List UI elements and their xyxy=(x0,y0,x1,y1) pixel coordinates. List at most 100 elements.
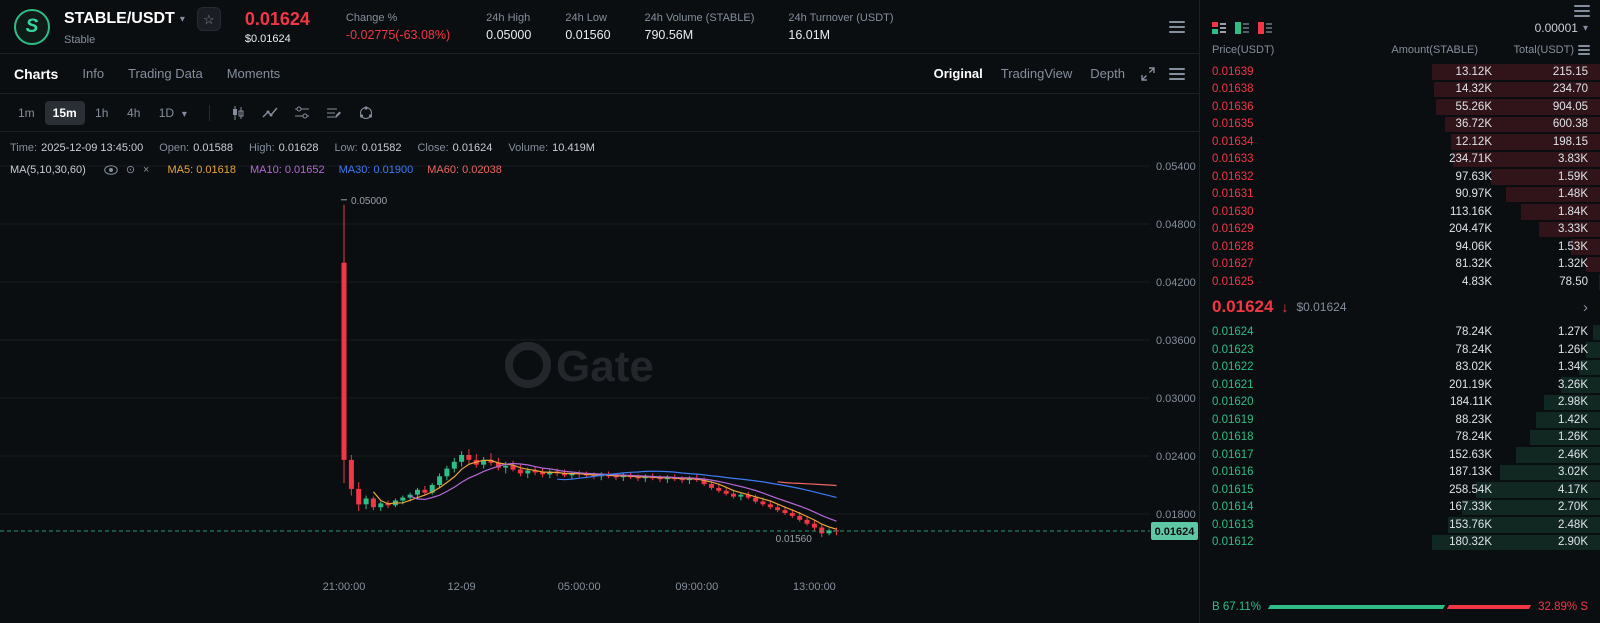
orderbook-bid-row[interactable]: 0.01613 153.76K 2.48K xyxy=(1200,516,1600,534)
interval-1h[interactable]: 1h xyxy=(87,101,117,125)
ask-total: 1.53K xyxy=(1557,240,1588,253)
bid-depth-bar xyxy=(1536,412,1600,428)
book-combined-icon[interactable] xyxy=(1212,21,1226,35)
ask-amount: 12.12K xyxy=(1455,135,1492,148)
mode-tradingview[interactable]: TradingView xyxy=(1000,66,1073,81)
interval-4h[interactable]: 4h xyxy=(119,101,149,125)
bid-price: 0.01614 xyxy=(1212,501,1254,514)
mode-depth[interactable]: Depth xyxy=(1090,66,1125,81)
ask-amount: 90.97K xyxy=(1455,188,1492,201)
ask-price: 0.01632 xyxy=(1212,170,1254,183)
orderbook-ask-row[interactable]: 0.01625 4.83K 78.50 xyxy=(1200,273,1600,291)
book-bids-icon[interactable] xyxy=(1235,21,1249,35)
stat-24h-low: 24h Low 0.01560 xyxy=(565,11,611,42)
mode-original[interactable]: Original xyxy=(933,66,983,81)
ask-total: 198.15 xyxy=(1552,135,1588,148)
orderbook-bid-row[interactable]: 0.01621 201.19K 3.26K xyxy=(1200,376,1600,394)
ask-depth-bar xyxy=(1586,256,1600,272)
line-style-icon[interactable] xyxy=(256,101,284,125)
orderbook-bid-row[interactable]: 0.01623 78.24K 1.26K xyxy=(1200,341,1600,359)
interval-1m[interactable]: 1m xyxy=(10,101,43,125)
price-down-arrow-icon: ↓ xyxy=(1281,299,1289,315)
bid-total: 3.02K xyxy=(1557,466,1588,479)
tab-charts[interactable]: Charts xyxy=(14,65,59,82)
book-asks-icon[interactable] xyxy=(1258,21,1272,35)
close-icon[interactable]: × xyxy=(143,163,150,176)
price-chart-svg[interactable]: 0.05400 0.04800 0.04200 0.03600 0.03000 0.024… xyxy=(0,132,1199,623)
favorite-button[interactable]: ☆ xyxy=(196,7,221,31)
fullscreen-icon[interactable] xyxy=(1141,66,1155,81)
ask-depth-bar xyxy=(1490,169,1600,185)
orderbook-ask-row[interactable]: 0.01632 97.63K 1.59K xyxy=(1200,168,1600,186)
chart-settings-icon[interactable] xyxy=(352,101,380,125)
ma-legend-row: MA(5,10,30,60) ⊙ × MA5: 0.01618 MA10: 0.0… xyxy=(10,163,595,177)
orderbook-ask-row[interactable]: 0.01630 113.16K 1.84K xyxy=(1200,203,1600,221)
ma-config-icon[interactable]: ⊙ xyxy=(125,164,136,176)
orderbook-ask-row[interactable]: 0.01634 12.12K 198.15 xyxy=(1200,133,1600,151)
orderbook-bid-row[interactable]: 0.01616 187.13K 3.02K xyxy=(1200,464,1600,482)
pair-header: S STABLE/USDT ▾ ☆ Stable 0.01624 $0.0162… xyxy=(0,0,1199,54)
bid-price: 0.01624 xyxy=(1212,326,1254,339)
ohlc-low: Low: 0.01582 xyxy=(334,142,402,154)
ask-depth-bar xyxy=(1434,81,1600,97)
orderbook-bid-row[interactable]: 0.01618 78.24K 1.26K xyxy=(1200,429,1600,447)
orderbook-ask-row[interactable]: 0.01627 81.32K 1.32K xyxy=(1200,256,1600,274)
bid-price: 0.01612 xyxy=(1212,536,1254,549)
bid-depth-bar xyxy=(1544,394,1600,410)
orderbook-ask-row[interactable]: 0.01628 94.06K 1.53K xyxy=(1200,238,1600,256)
orderbook-bid-row[interactable]: 0.01617 152.63K 2.46K xyxy=(1200,446,1600,464)
svg-text:0.01624: 0.01624 xyxy=(1155,526,1196,538)
orderbook-bid-row[interactable]: 0.01619 88.23K 1.42K xyxy=(1200,411,1600,429)
indicators-icon[interactable] xyxy=(288,101,316,125)
chevron-down-icon: ▾ xyxy=(179,108,187,120)
interval-15m[interactable]: 15m xyxy=(44,100,85,125)
orderbook-bid-row[interactable]: 0.01622 83.02K 1.34K xyxy=(1200,359,1600,377)
price-block: 0.01624 $0.01624 xyxy=(245,9,310,45)
tick-size-select[interactable]: 0.00001 ▾ xyxy=(1535,21,1588,35)
orderbook-columns-icon[interactable] xyxy=(1578,45,1590,55)
orderbook-ask-row[interactable]: 0.01633 234.71K 3.83K xyxy=(1200,151,1600,169)
chevron-down-icon[interactable]: ▾ xyxy=(179,13,185,25)
tab-trading-data[interactable]: Trading Data xyxy=(128,66,203,81)
candlestick-chart[interactable]: Time: 2025-12-09 13:45:00 Open: 0.01588 High… xyxy=(0,132,1199,623)
col-amount: Amount(STABLE) xyxy=(1391,44,1478,56)
orderbook-bid-row[interactable]: 0.01612 180.32K 2.90K xyxy=(1200,534,1600,552)
bid-amount: 153.76K xyxy=(1449,518,1492,531)
orderbook-bid-row[interactable]: 0.01614 167.33K 2.70K xyxy=(1200,499,1600,517)
orderbook-mid-row[interactable]: 0.01624 ↓ $0.01624 › xyxy=(1200,291,1600,324)
orderbook-ask-row[interactable]: 0.01631 90.97K 1.48K xyxy=(1200,186,1600,204)
bid-depth-bar xyxy=(1529,429,1600,445)
orderbook-bid-row[interactable]: 0.01624 78.24K 1.27K xyxy=(1200,324,1600,342)
last-price: 0.01624 xyxy=(244,8,310,29)
bid-depth-bar xyxy=(1586,342,1600,358)
bid-price: 0.01621 xyxy=(1212,378,1254,391)
orderbook-menu-icon[interactable] xyxy=(1574,5,1590,17)
orderbook-ask-row[interactable]: 0.01639 13.12K 215.15 xyxy=(1200,63,1600,81)
tab-moments[interactable]: Moments xyxy=(226,66,281,81)
orderbook-ask-row[interactable]: 0.01636 55.26K 904.05 xyxy=(1200,98,1600,116)
tab-info[interactable]: Info xyxy=(82,66,105,81)
svg-text:0.05000: 0.05000 xyxy=(351,196,388,207)
svg-text:0.03600: 0.03600 xyxy=(1156,335,1196,347)
svg-text:21:00:00: 21:00:00 xyxy=(323,581,366,593)
interval-1d[interactable]: 1D ▾ xyxy=(151,101,195,125)
orderbook-ask-row[interactable]: 0.01638 14.32K 234.70 xyxy=(1200,81,1600,99)
orderbook-ask-row[interactable]: 0.01635 36.72K 600.38 xyxy=(1200,116,1600,134)
header-menu-icon[interactable] xyxy=(1169,20,1185,33)
ask-total: 234.70 xyxy=(1552,83,1588,96)
candlestick-style-icon[interactable] xyxy=(224,101,252,125)
pair-name[interactable]: STABLE/USDT xyxy=(64,10,175,27)
orderbook-ask-row[interactable]: 0.01629 204.47K 3.33K xyxy=(1200,221,1600,239)
orderbook-bid-row[interactable]: 0.01620 184.11K 2.98K xyxy=(1200,394,1600,412)
col-price: Price(USDT) xyxy=(1212,44,1275,56)
ma-settings[interactable]: MA(5,10,30,60) xyxy=(10,163,86,176)
ask-amount: 113.16K xyxy=(1450,205,1492,218)
bid-total: 1.34K xyxy=(1557,361,1588,374)
bid-amount: 201.19K xyxy=(1449,378,1492,391)
eye-icon[interactable] xyxy=(104,164,118,175)
orderbook-bid-row[interactable]: 0.01615 258.54K 4.17K xyxy=(1200,481,1600,499)
chevron-right-icon[interactable]: › xyxy=(1583,298,1588,316)
nav-menu-icon[interactable] xyxy=(1169,67,1185,80)
drawing-tools-icon[interactable] xyxy=(320,101,348,125)
ask-amount: 4.83K xyxy=(1461,275,1492,288)
